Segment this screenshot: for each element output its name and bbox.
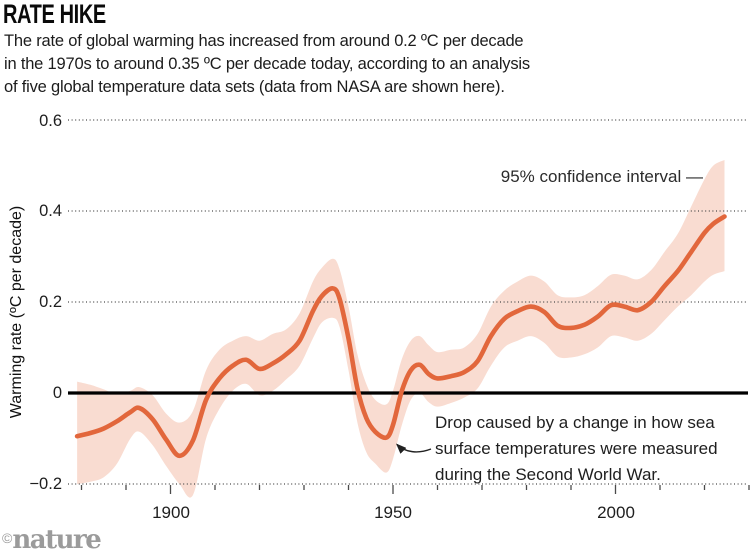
ww2-drop-annotation-line: surface temperatures were measured	[435, 439, 718, 458]
nature-watermark: ©nature	[2, 525, 102, 555]
ww2-drop-annotation-line: Drop caused by a change in how sea	[435, 413, 715, 432]
x-tick-label: 1900	[152, 503, 190, 522]
y-tick-label: 0.6	[39, 112, 62, 130]
warming-rate-line	[74, 214, 727, 459]
ww2-drop-annotation-line: during the Second World War.	[435, 465, 661, 484]
chart-title: RATE HIKE	[3, 0, 106, 29]
nature-logo: nature	[12, 525, 101, 555]
subtitle-line: The rate of global warming has increased…	[4, 32, 524, 50]
ww2-drop-annotation: Drop caused by a change in how sea surfa…	[435, 410, 718, 488]
copyright-icon: ©	[2, 530, 13, 546]
x-tick-label: 2000	[597, 503, 635, 522]
confidence-band	[77, 160, 725, 498]
subtitle-line: in the 1970s to around 0.35 ºC per decad…	[4, 55, 530, 73]
annotation-arrow	[396, 443, 432, 454]
y-tick-label: −0.2	[29, 475, 62, 493]
subtitle-line: of five global temperature data sets (da…	[4, 78, 505, 96]
y-tick-label: 0	[52, 384, 62, 402]
confidence-interval-annotation: 95% confidence interval —	[500, 167, 703, 186]
y-tick-label: 0.4	[39, 202, 62, 220]
x-tick-label: 1950	[374, 503, 412, 522]
chart-subtitle: The rate of global warming has increased…	[4, 30, 530, 99]
y-tick-label: 0.2	[39, 293, 62, 311]
